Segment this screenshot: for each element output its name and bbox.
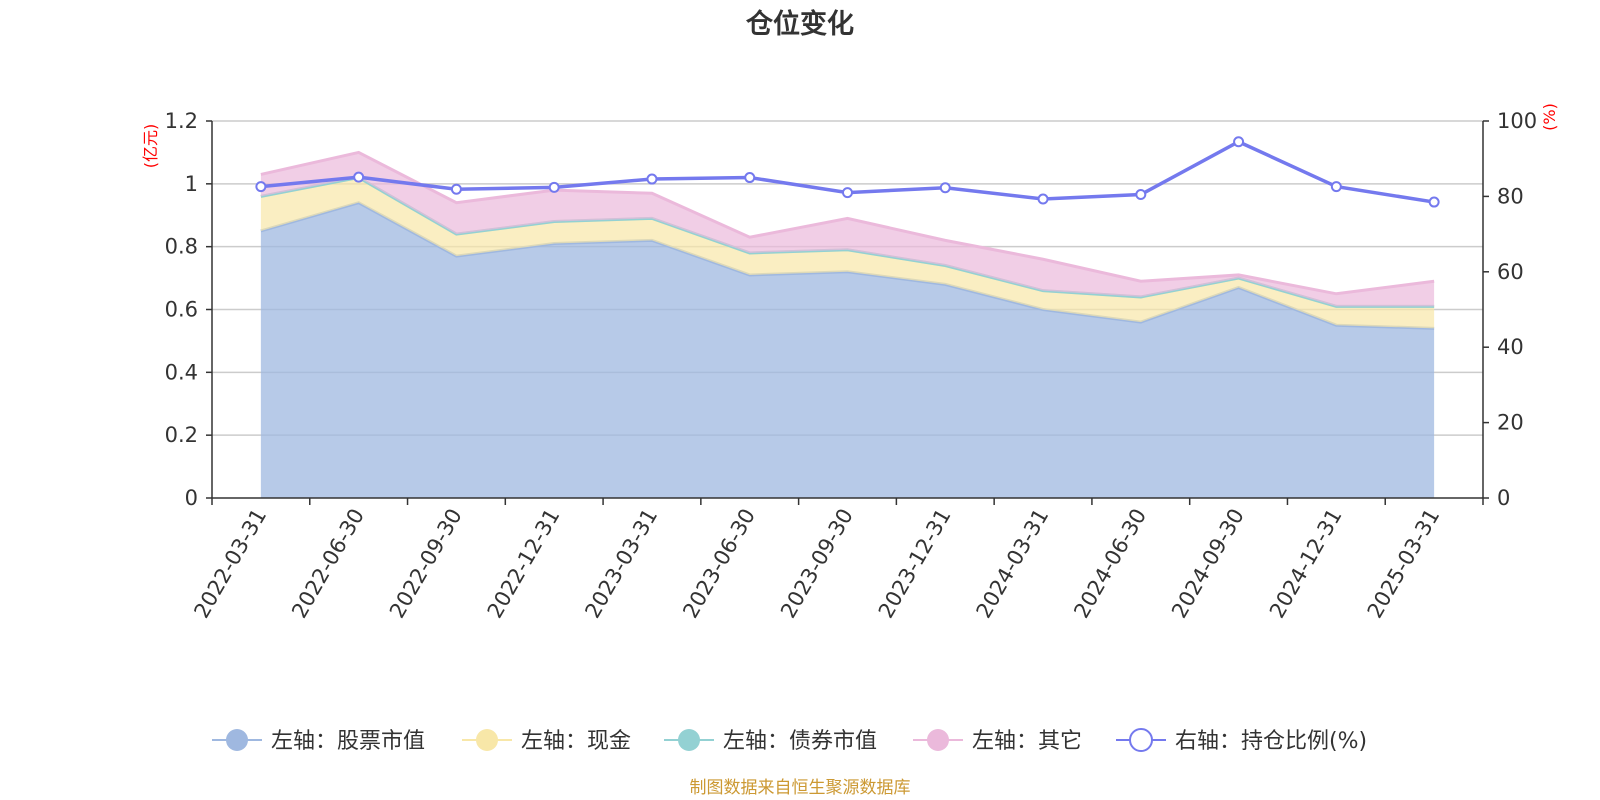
left-tick-label: 0.2 bbox=[165, 423, 198, 447]
x-tick-label: 2023-12-31 bbox=[874, 505, 956, 623]
stacked-areas bbox=[260, 150, 1435, 498]
left-tick-label: 0 bbox=[185, 486, 198, 510]
x-tick-label: 2022-12-31 bbox=[483, 505, 565, 623]
legend-item: 左轴：现金 bbox=[462, 729, 631, 754]
x-tick-label: 2024-03-31 bbox=[972, 505, 1054, 623]
x-tick-label: 2024-06-30 bbox=[1069, 505, 1151, 623]
legend-label: 左轴：债券市值 bbox=[723, 729, 877, 754]
left-tick-label: 1.2 bbox=[165, 109, 198, 133]
area-stock bbox=[260, 202, 1435, 498]
legend-marker bbox=[678, 729, 700, 751]
x-tick-label: 2023-03-31 bbox=[580, 505, 662, 623]
ratio-point bbox=[548, 181, 560, 193]
ratio-point bbox=[1233, 136, 1245, 148]
ratio-point bbox=[842, 187, 853, 199]
legend-item: 左轴：股票市值 bbox=[212, 729, 425, 754]
legend-item: 右轴：持仓比例(%) bbox=[1116, 728, 1367, 754]
x-tick-label: 2022-09-30 bbox=[385, 505, 467, 623]
left-tick-label: 1 bbox=[185, 172, 198, 196]
ratio-point bbox=[939, 182, 951, 194]
legend-label: 左轴：现金 bbox=[521, 729, 631, 754]
left-axis-unit: (亿元) bbox=[141, 124, 160, 169]
ratio-point bbox=[353, 171, 365, 183]
source-note: 制图数据来自恒生聚源数据库 bbox=[690, 778, 911, 798]
area-edge-other bbox=[260, 150, 1435, 296]
right-tick-label: 0 bbox=[1497, 486, 1510, 510]
x-tick-label: 2023-06-30 bbox=[678, 505, 760, 623]
legend-marker bbox=[226, 729, 248, 751]
x-tick-label: 2023-09-30 bbox=[776, 505, 858, 623]
legend-label: 左轴：股票市值 bbox=[271, 729, 425, 754]
x-tick-label: 2024-12-31 bbox=[1265, 505, 1347, 623]
x-tick-label: 2025-03-31 bbox=[1363, 505, 1445, 623]
left-tick-label: 0.4 bbox=[165, 360, 198, 384]
ratio-point bbox=[1037, 193, 1049, 205]
legend-label: 右轴：持仓比例(%) bbox=[1175, 729, 1367, 754]
x-tick-label: 2024-09-30 bbox=[1167, 505, 1249, 623]
right-tick-label: 40 bbox=[1497, 335, 1524, 359]
left-tick-label: 0.6 bbox=[165, 298, 198, 322]
area-cash bbox=[260, 177, 1435, 329]
ratio-point bbox=[646, 173, 658, 185]
right-tick-label: 60 bbox=[1497, 260, 1524, 284]
legend-marker bbox=[1129, 728, 1153, 752]
x-tick-label: 2022-03-31 bbox=[189, 505, 271, 623]
ratio-point bbox=[744, 172, 756, 184]
x-tick-label: 2022-06-30 bbox=[287, 505, 369, 623]
legend-label: 左轴：其它 bbox=[972, 729, 1082, 754]
right-tick-label: 100 bbox=[1497, 109, 1537, 133]
left-tick-label: 0.8 bbox=[165, 235, 198, 259]
ratio-point bbox=[450, 183, 462, 195]
right-axis-unit: (%) bbox=[1540, 103, 1559, 131]
right-tick-label: 20 bbox=[1497, 411, 1524, 435]
ratio-point bbox=[1330, 181, 1342, 193]
legend-marker bbox=[927, 729, 949, 751]
ratio-point bbox=[1135, 189, 1147, 201]
right-tick-label: 80 bbox=[1497, 184, 1524, 208]
ratio-line bbox=[255, 136, 1440, 208]
legend-item: 左轴：其它 bbox=[913, 729, 1082, 754]
ratio-point bbox=[1428, 196, 1440, 208]
chart-title: 仓位变化 bbox=[745, 8, 854, 40]
legend: 左轴：股票市值 左轴：现金 左轴：债券市值 左轴：其它 右轴：持仓比例(%) bbox=[212, 728, 1367, 754]
ratio-point bbox=[255, 181, 267, 193]
legend-marker bbox=[476, 729, 498, 751]
legend-item: 左轴：债券市值 bbox=[664, 729, 877, 754]
